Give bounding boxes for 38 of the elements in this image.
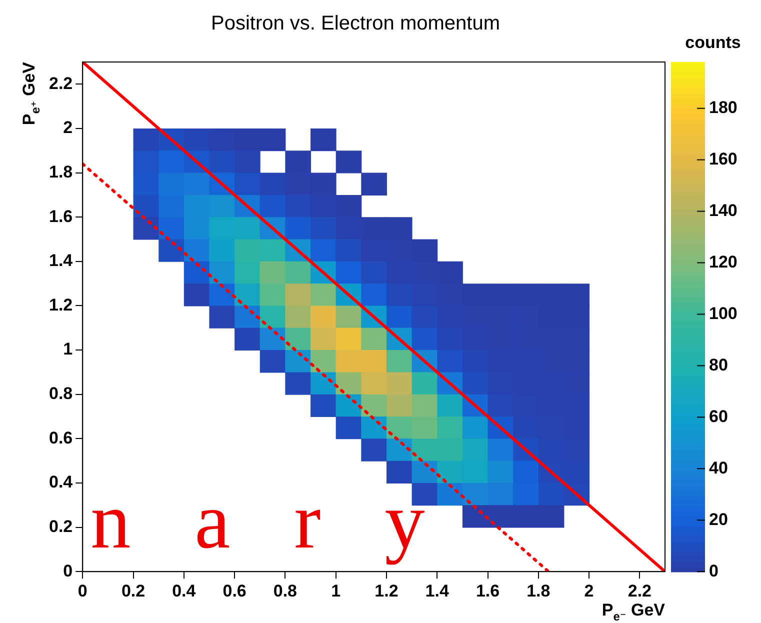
- color-bar-label: 180: [709, 98, 738, 118]
- color-bar-label: 40: [709, 458, 728, 478]
- y-tick-label: 0.2: [48, 516, 73, 536]
- x-tick-label: 1.8: [526, 581, 550, 600]
- y-tick-label: 0: [63, 561, 73, 580]
- y-tick-label: 1: [63, 340, 73, 359]
- x-tick-label: 2: [584, 581, 594, 600]
- y-tick-label: 0.8: [48, 384, 73, 404]
- color-bar-label: 120: [709, 252, 738, 272]
- y-tick-label: 1.2: [48, 295, 73, 314]
- y-tick-label: 1.6: [48, 206, 73, 226]
- color-bar-label: 100: [709, 304, 738, 323]
- x-tick-label: 1: [331, 581, 341, 600]
- color-bar-label: 60: [709, 406, 728, 426]
- chart-title: Positron vs. Electron momentum: [211, 12, 500, 35]
- x-tick-label: 1.2: [374, 581, 398, 600]
- y-tick-label: 1.4: [48, 251, 74, 270]
- y-axis-title: Pe⁺ GeV: [20, 61, 43, 126]
- color-bar-label: 140: [709, 200, 738, 220]
- color-bar-title: counts: [685, 33, 741, 52]
- y-tick-label: 1.8: [48, 162, 73, 182]
- color-bar-label: 160: [709, 149, 738, 168]
- y-tick-label: 2.2: [48, 74, 73, 93]
- x-tick-label: 0.8: [273, 581, 298, 600]
- x-tick-label: 1.4: [425, 581, 450, 600]
- annotation: n a r y: [90, 478, 447, 566]
- x-tick-label: 0.6: [222, 581, 246, 600]
- y-tick-label: 0.4: [48, 472, 74, 492]
- color-bar-label: 0: [709, 561, 718, 580]
- x-tick-label: 2.2: [628, 581, 652, 600]
- x-tick-label: 0.4: [172, 581, 196, 600]
- y-tick-label: 0.6: [48, 428, 73, 448]
- y-tick-label: 2: [63, 118, 73, 138]
- color-bar-label: 20: [709, 510, 728, 529]
- x-tick-label: 1.6: [476, 581, 500, 600]
- x-tick-label: 0.2: [121, 581, 146, 600]
- color-bar-label: 80: [709, 355, 728, 374]
- x-tick-label: 0: [78, 581, 88, 600]
